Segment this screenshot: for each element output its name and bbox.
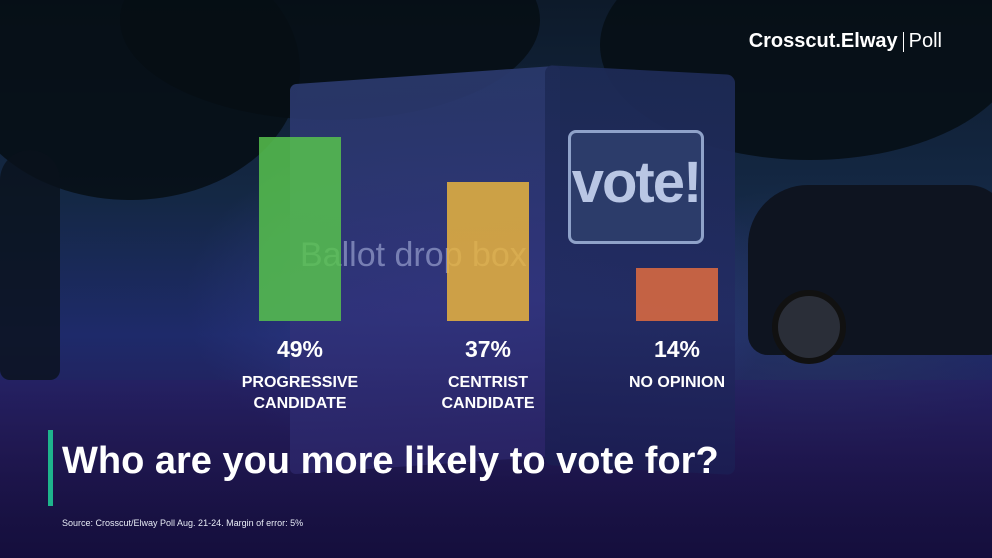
brand-name: Crosscut.Elway xyxy=(748,30,898,52)
brand-logo: Crosscut.Elway Poll xyxy=(749,30,942,53)
bar-category-label: CENTRIST CANDIDATE xyxy=(441,374,535,412)
background-car-wheel xyxy=(772,290,846,364)
bar-category-label: NO OPINION xyxy=(628,374,725,391)
bar-value-label: 14% xyxy=(653,336,701,362)
question-accent-bar xyxy=(48,430,53,506)
brand-suffix: Poll xyxy=(908,30,942,52)
bar-value-label: 37% xyxy=(464,336,512,362)
brand-divider xyxy=(902,31,904,52)
vote-sign: vote! xyxy=(568,130,704,244)
bar-category-label: PROGRESSIVE CANDIDATE xyxy=(241,374,359,412)
bar xyxy=(447,182,529,321)
bar xyxy=(259,137,341,321)
source-note: Source: Crosscut/Elway Poll Aug. 21-24. … xyxy=(62,518,304,528)
bar-value-label: 49% xyxy=(276,336,324,362)
bar xyxy=(636,268,718,321)
background-person xyxy=(0,150,60,380)
question-title: Who are you more likely to vote for? xyxy=(62,440,719,482)
